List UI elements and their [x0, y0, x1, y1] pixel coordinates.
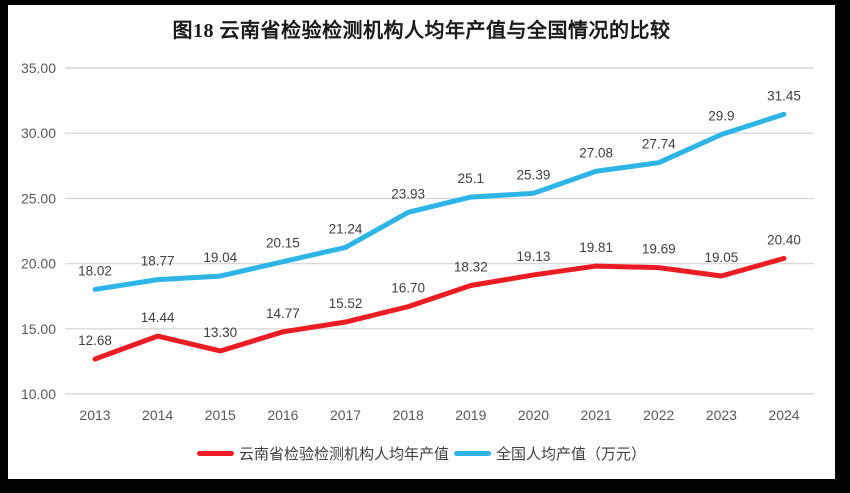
- series-line-yunnan: [92, 255, 787, 362]
- data-point-label: 21.24: [329, 221, 363, 236]
- legend-line-swatch: [196, 451, 234, 456]
- legend-item-yunnan: 云南省检验检测机构人均年产值: [196, 443, 449, 464]
- x-tick-label: 2015: [205, 407, 236, 423]
- data-point-label: 14.44: [141, 310, 175, 325]
- x-tick-label: 2017: [330, 407, 361, 423]
- x-axis-tick-labels: 2013 2014 2015 2016 2017 2018 2019 2020 2021 2022…: [79, 407, 799, 423]
- data-point-label: 27.08: [579, 145, 613, 160]
- data-point-label: 31.45: [767, 88, 801, 103]
- legend-label: 全国人均产值（万元）: [496, 446, 647, 463]
- x-tick-label: 2021: [581, 407, 612, 423]
- data-point-label: 25.39: [517, 167, 551, 182]
- y-axis-tick-labels: 10.00 15.00 20.00 25.00 30.00 35.00: [21, 60, 56, 402]
- x-tick-label: 2023: [706, 407, 737, 423]
- y-tick-label: 10.00: [21, 386, 56, 402]
- x-tick-label: 2014: [142, 407, 173, 423]
- chart-legend: 云南省检验检测机构人均年产值 全国人均产值（万元）: [8, 443, 835, 464]
- data-point-label: 23.93: [391, 186, 425, 201]
- data-point-label: 25.1: [458, 171, 484, 186]
- data-point-label: 19.05: [704, 250, 738, 265]
- series-line-national: [92, 111, 787, 292]
- legend-line-swatch: [454, 451, 491, 456]
- x-tick-label: 2019: [455, 407, 486, 423]
- data-point-label: 19.13: [517, 249, 551, 264]
- data-point-label: 18.77: [141, 254, 175, 269]
- data-point-label: 16.70: [391, 281, 425, 296]
- x-tick-label: 2018: [393, 407, 424, 423]
- data-point-label: 13.30: [203, 325, 237, 340]
- legend-label: 云南省检验检测机构人均年产值: [238, 446, 449, 463]
- data-labels-national: 18.02 18.77 19.04 20.15 21.24 23.93 25.1 25.39 2…: [78, 88, 801, 278]
- x-tick-label: 2020: [518, 407, 549, 423]
- y-gridlines: [65, 67, 814, 395]
- y-tick-label: 35.00: [21, 60, 56, 76]
- data-point-label: 27.74: [642, 137, 676, 152]
- data-point-label: 29.9: [708, 109, 734, 124]
- data-point-label: 15.52: [329, 296, 363, 311]
- data-labels-yunnan: 12.68 14.44 13.30 14.77 15.52 16.70 18.32 19.13…: [78, 232, 801, 348]
- chart-title: 图18 云南省检验检测机构人均年产值与全国情况的比较: [172, 20, 671, 42]
- data-point-label: 19.81: [579, 240, 613, 255]
- data-point-label: 20.15: [266, 236, 300, 251]
- data-point-label: 12.68: [78, 333, 112, 348]
- data-point-label: 18.32: [454, 260, 488, 275]
- y-tick-label: 15.00: [21, 321, 56, 337]
- x-tick-label: 2022: [643, 407, 674, 423]
- data-point-label: 19.04: [203, 250, 237, 265]
- x-tick-label: 2024: [768, 407, 799, 423]
- data-point-label: 14.77: [266, 306, 300, 321]
- data-point-label: 19.69: [642, 242, 676, 257]
- y-tick-label: 30.00: [21, 125, 56, 141]
- data-point-label: 18.02: [78, 263, 112, 278]
- data-point-label: 20.40: [767, 232, 801, 247]
- y-tick-label: 25.00: [21, 190, 56, 206]
- y-tick-label: 20.00: [21, 256, 56, 272]
- x-tick-label: 2013: [79, 407, 110, 423]
- chart-page: 图18 云南省检验检测机构人均年产值与全国情况的比较 10.00 15.00 20.…: [8, 5, 835, 479]
- legend-item-national: 全国人均产值（万元）: [454, 443, 646, 464]
- x-tick-label: 2016: [267, 407, 298, 423]
